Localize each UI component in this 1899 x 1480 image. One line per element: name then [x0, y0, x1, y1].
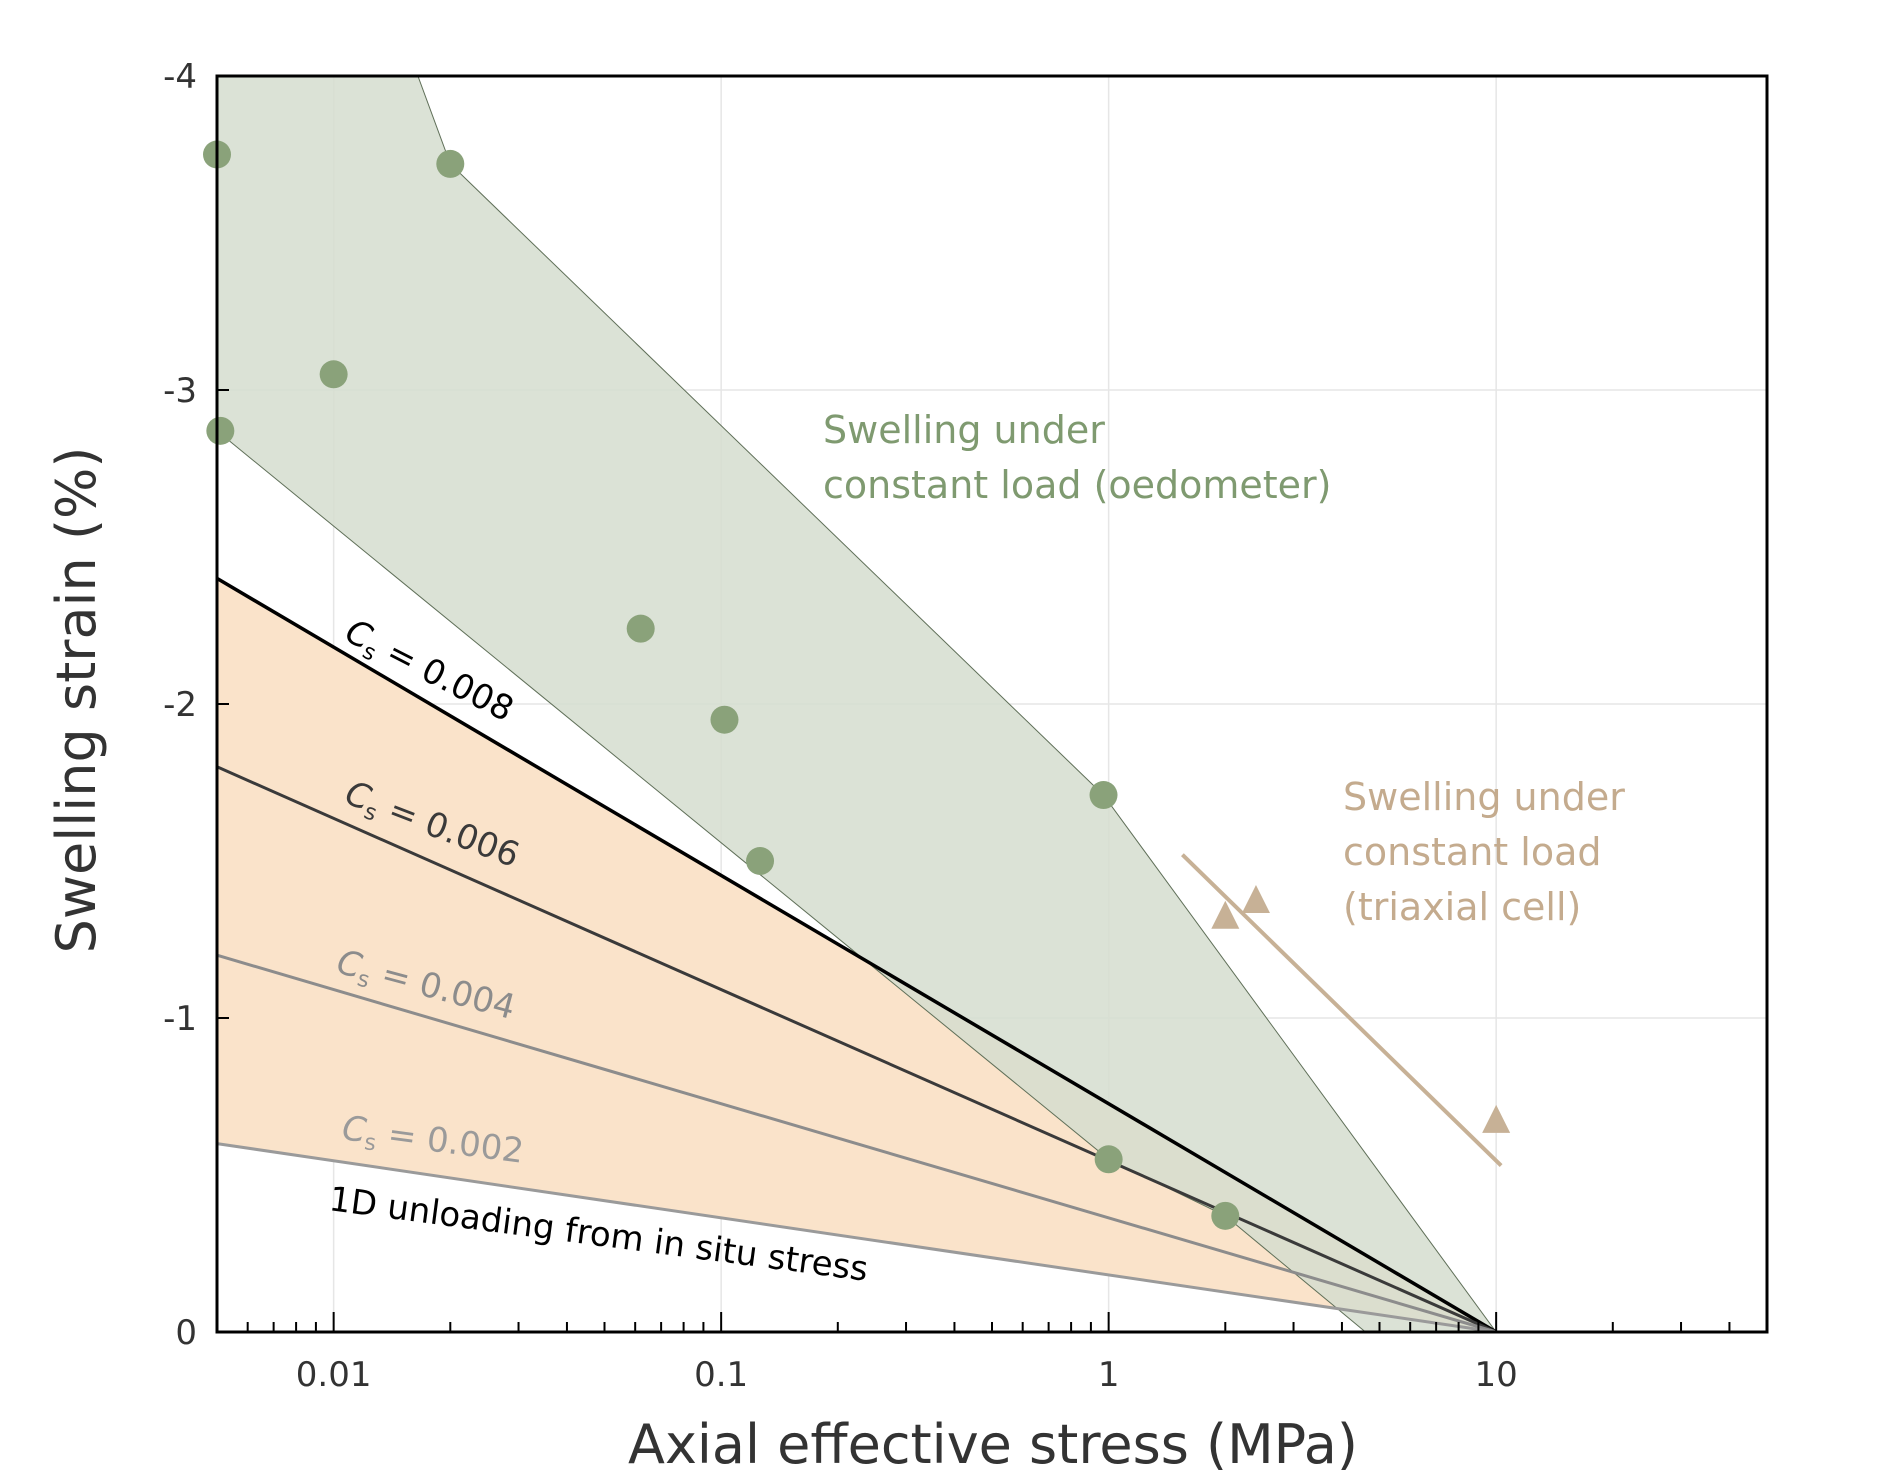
x-axis-title: Axial effective stress (MPa): [628, 1413, 1358, 1476]
series-line-cs-0-006: [216, 765, 1497, 1334]
oedometer-point: [319, 360, 348, 389]
triaxial-point: [1482, 1104, 1511, 1133]
triaxial-label-line3: (triaxial cell): [1343, 885, 1581, 929]
y-tick-label: -3: [163, 371, 197, 411]
series-line-triaxial-trend: [1181, 853, 1503, 1168]
triaxial-point: [1211, 900, 1240, 929]
series-line-cs-0-002: [216, 1142, 1497, 1334]
series-line-cs-0-004: [216, 953, 1497, 1334]
oedometer-point: [1094, 1145, 1123, 1174]
oedometer-point: [1211, 1201, 1240, 1230]
oedometer-point: [206, 416, 235, 445]
triaxial-label-line1: Swelling under: [1343, 775, 1625, 819]
series-line-cs-0-008: [216, 576, 1498, 1334]
oedometer-point: [626, 614, 655, 643]
y-tick-label: 0: [175, 1313, 197, 1353]
oedometer-label-line2: constant load (oedometer): [823, 463, 1332, 507]
y-axis-title: Swelling strain (%): [45, 447, 108, 954]
oedometer-point: [436, 149, 465, 178]
triaxial-point: [1241, 885, 1270, 914]
oedometer-point: [1089, 781, 1118, 810]
triaxial-label-line2: constant load: [1343, 830, 1602, 874]
oedometer-point: [746, 847, 775, 875]
x-tick-label: 0.01: [296, 1355, 372, 1395]
y-tick-label: -2: [163, 685, 197, 725]
x-tick-label: 0.1: [694, 1355, 748, 1395]
y-tick-label: -1: [163, 999, 197, 1039]
series-lines: [216, 576, 1503, 1334]
oedometer-label-line1: Swelling under: [823, 408, 1105, 452]
x-tick-label: 10: [1475, 1355, 1518, 1395]
y-tick-label: -4: [163, 57, 197, 97]
x-tick-label: 1: [1098, 1355, 1120, 1395]
axis-ticks: 0.01 0.1 1 10 0 -1 -2 -3 -4: [163, 57, 1768, 1395]
oedometer-point: [710, 705, 739, 734]
